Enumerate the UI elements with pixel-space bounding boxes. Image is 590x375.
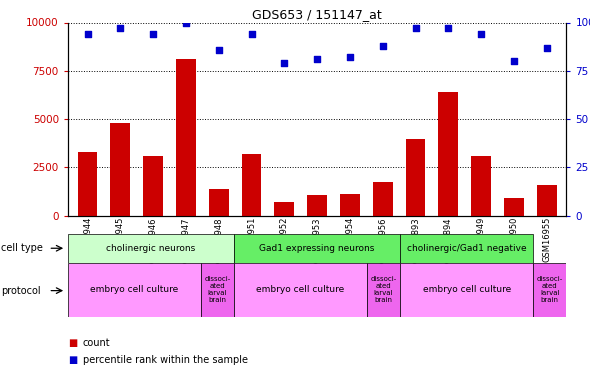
Text: count: count: [83, 338, 110, 348]
Point: [214, 46, 224, 53]
Text: cholinergic neurons: cholinergic neurons: [106, 244, 195, 253]
Bar: [471, 156, 491, 216]
Bar: [110, 123, 130, 216]
Bar: [400, 234, 533, 262]
Text: cell type: cell type: [1, 243, 43, 253]
Point: [542, 45, 552, 51]
Bar: [274, 202, 294, 216]
Text: percentile rank within the sample: percentile rank within the sample: [83, 355, 248, 365]
Text: dissoci-
ated
larval
brain: dissoci- ated larval brain: [537, 276, 563, 303]
Point: [444, 25, 453, 31]
Bar: [234, 234, 400, 262]
Bar: [438, 92, 458, 216]
Text: dissoci-
ated
larval
brain: dissoci- ated larval brain: [371, 276, 396, 303]
Bar: [242, 154, 261, 216]
Bar: [307, 195, 327, 216]
Text: ■: ■: [68, 338, 77, 348]
Bar: [68, 262, 201, 317]
Point: [312, 56, 322, 62]
Bar: [78, 152, 97, 216]
Bar: [373, 182, 392, 216]
Bar: [406, 140, 425, 216]
Point: [149, 31, 158, 37]
Point: [378, 43, 388, 49]
Bar: [367, 262, 400, 317]
Text: embryo cell culture: embryo cell culture: [90, 285, 178, 294]
Bar: [537, 185, 556, 216]
Point: [345, 54, 355, 60]
Text: protocol: protocol: [1, 286, 41, 296]
Text: embryo cell culture: embryo cell culture: [257, 285, 345, 294]
Point: [247, 31, 256, 37]
Bar: [68, 234, 234, 262]
Bar: [533, 262, 566, 317]
Bar: [400, 262, 533, 317]
Text: cholinergic/Gad1 negative: cholinergic/Gad1 negative: [407, 244, 526, 253]
Point: [411, 25, 420, 31]
Bar: [201, 262, 234, 317]
Point: [181, 20, 191, 26]
Bar: [143, 156, 163, 216]
Point: [116, 25, 125, 31]
Point: [83, 31, 92, 37]
Bar: [176, 59, 196, 216]
Bar: [234, 262, 367, 317]
Point: [509, 58, 519, 64]
Title: GDS653 / 151147_at: GDS653 / 151147_at: [253, 8, 382, 21]
Text: embryo cell culture: embryo cell culture: [422, 285, 511, 294]
Point: [476, 31, 486, 37]
Text: dissoci-
ated
larval
brain: dissoci- ated larval brain: [204, 276, 231, 303]
Bar: [504, 198, 524, 216]
Text: Gad1 expressing neurons: Gad1 expressing neurons: [260, 244, 375, 253]
Bar: [340, 194, 360, 216]
Text: ■: ■: [68, 355, 77, 365]
Bar: [209, 189, 228, 216]
Point: [280, 60, 289, 66]
